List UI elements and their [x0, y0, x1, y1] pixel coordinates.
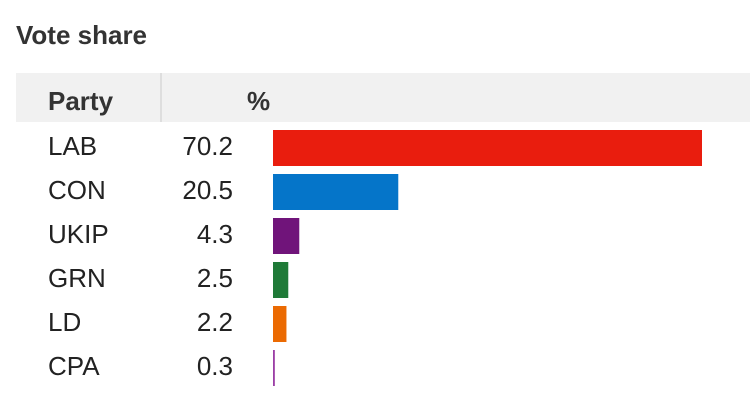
bar [273, 350, 275, 386]
value-label: 4.3 [197, 219, 233, 249]
value-label: 2.5 [197, 263, 233, 293]
value-label: 2.2 [197, 307, 233, 337]
party-label: LAB [48, 131, 97, 161]
column-header: Party [48, 86, 114, 116]
party-label: LD [48, 307, 81, 337]
column-header: % [247, 86, 270, 116]
bar [273, 130, 702, 166]
header-band [16, 73, 750, 122]
value-label: 20.5 [182, 175, 233, 205]
bar [273, 306, 287, 342]
party-label: GRN [48, 263, 106, 293]
value-label: 70.2 [182, 131, 233, 161]
value-label: 0.3 [197, 351, 233, 381]
bar [273, 174, 399, 210]
bar [273, 262, 289, 298]
party-label: CPA [48, 351, 100, 381]
party-label: UKIP [48, 219, 109, 249]
chart-title: Vote share [16, 20, 147, 50]
party-label: CON [48, 175, 106, 205]
bar [273, 218, 300, 254]
